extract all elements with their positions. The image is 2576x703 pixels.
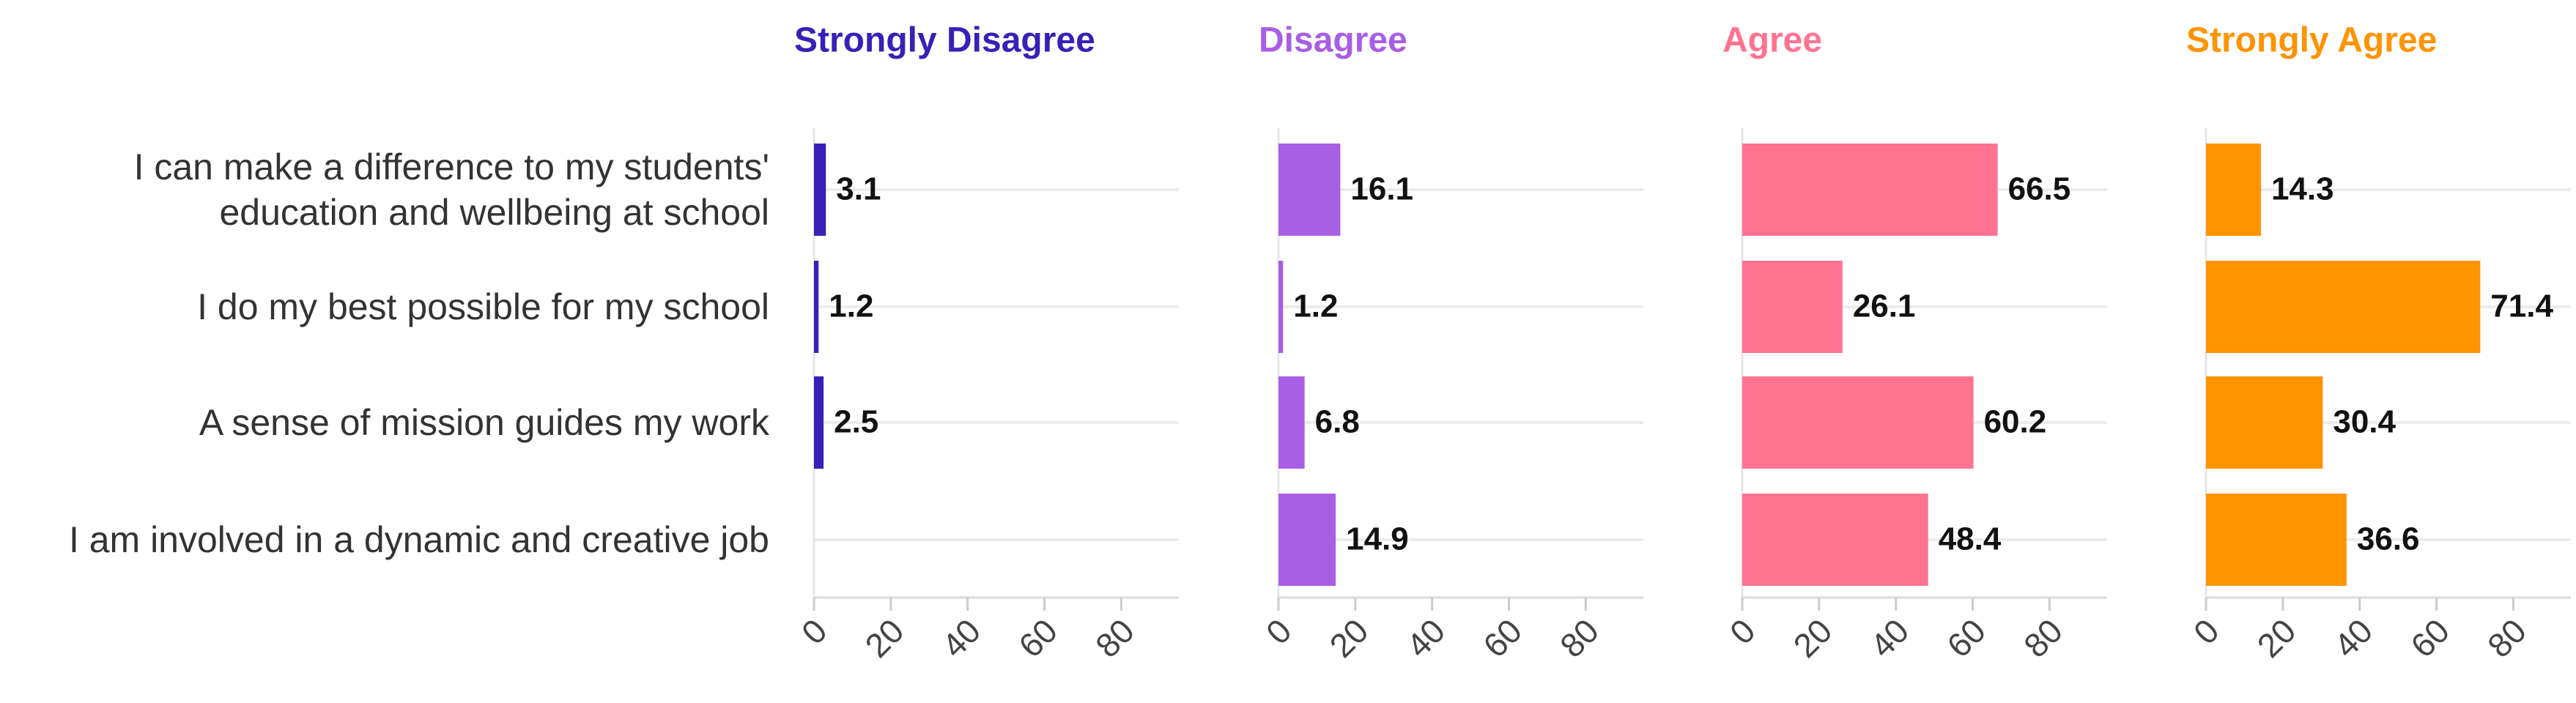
panel-title: Agree: [1722, 21, 1822, 60]
bar: [1742, 494, 1928, 586]
bar: [1742, 376, 1974, 469]
category-label-box: I do my best possible for my school: [197, 286, 769, 327]
category-label-box: A sense of mission guides my work: [199, 402, 769, 443]
bar: [1278, 144, 1341, 236]
category-label-box: I am involved in a dynamic and creative …: [68, 519, 769, 560]
value-label: 36.6: [2357, 521, 2420, 557]
x-tick-label: 40: [934, 611, 988, 665]
bar: [2206, 376, 2323, 469]
bar: [814, 144, 826, 236]
bar: [2206, 261, 2481, 353]
x-tick-label: 40: [1399, 611, 1452, 665]
x-tick-label: 80: [1088, 611, 1141, 665]
value-label: 16.1: [1350, 171, 1413, 207]
category-label: I can make a difference to my students' …: [133, 146, 769, 233]
x-tick-label: 0: [1722, 611, 1763, 652]
value-label: 48.4: [1939, 521, 2002, 557]
value-label: 66.5: [2008, 171, 2071, 207]
panel-title: Strongly Agree: [2186, 21, 2437, 60]
category-label: A sense of mission guides my work: [199, 402, 769, 443]
bar: [2206, 494, 2347, 586]
value-label: 1.2: [829, 289, 873, 324]
x-tick-label: 0: [794, 611, 834, 652]
bar: [814, 261, 819, 353]
bar: [1278, 261, 1284, 353]
x-tick-label: 20: [1786, 611, 1840, 665]
bar: [2206, 144, 2261, 236]
bar: [1278, 376, 1305, 469]
x-tick-label: 60: [2403, 611, 2457, 665]
value-label: 14.3: [2271, 171, 2334, 207]
x-tick-label: 80: [2480, 611, 2534, 665]
value-label: 6.8: [1315, 404, 1360, 440]
category-label: I do my best possible for my school: [197, 286, 769, 327]
value-label: 60.2: [1984, 404, 2047, 440]
value-label: 1.2: [1293, 289, 1338, 324]
x-tick-label: 0: [2186, 611, 2227, 652]
value-label: 71.4: [2490, 289, 2553, 324]
value-label: 26.1: [1853, 289, 1916, 324]
x-tick-label: 0: [1259, 611, 1299, 652]
x-tick-label: 40: [2326, 611, 2380, 665]
x-tick-label: 60: [1476, 611, 1529, 665]
x-tick-label: 80: [1552, 611, 1606, 665]
value-label: 30.4: [2333, 404, 2396, 440]
panel-title: Disagree: [1259, 21, 1407, 60]
x-tick-label: 60: [1939, 611, 1993, 665]
bar: [1742, 261, 1843, 353]
value-label: 14.9: [1346, 521, 1409, 557]
x-tick-label: 20: [858, 611, 911, 665]
panel-title: Strongly Disagree: [794, 21, 1095, 60]
x-tick-label: 20: [1322, 611, 1376, 665]
value-label: 2.5: [834, 404, 878, 440]
x-tick-label: 60: [1011, 611, 1065, 665]
category-label: I am involved in a dynamic and creative …: [68, 519, 769, 560]
category-label-box: I can make a difference to my students' …: [133, 146, 769, 233]
x-tick-label: 20: [2250, 611, 2303, 665]
bar: [814, 376, 824, 469]
value-label: 3.1: [836, 171, 881, 207]
x-tick-label: 80: [2016, 611, 2070, 665]
bar: [1278, 494, 1336, 586]
bar: [1742, 144, 1998, 236]
x-tick-label: 40: [1862, 611, 1916, 665]
